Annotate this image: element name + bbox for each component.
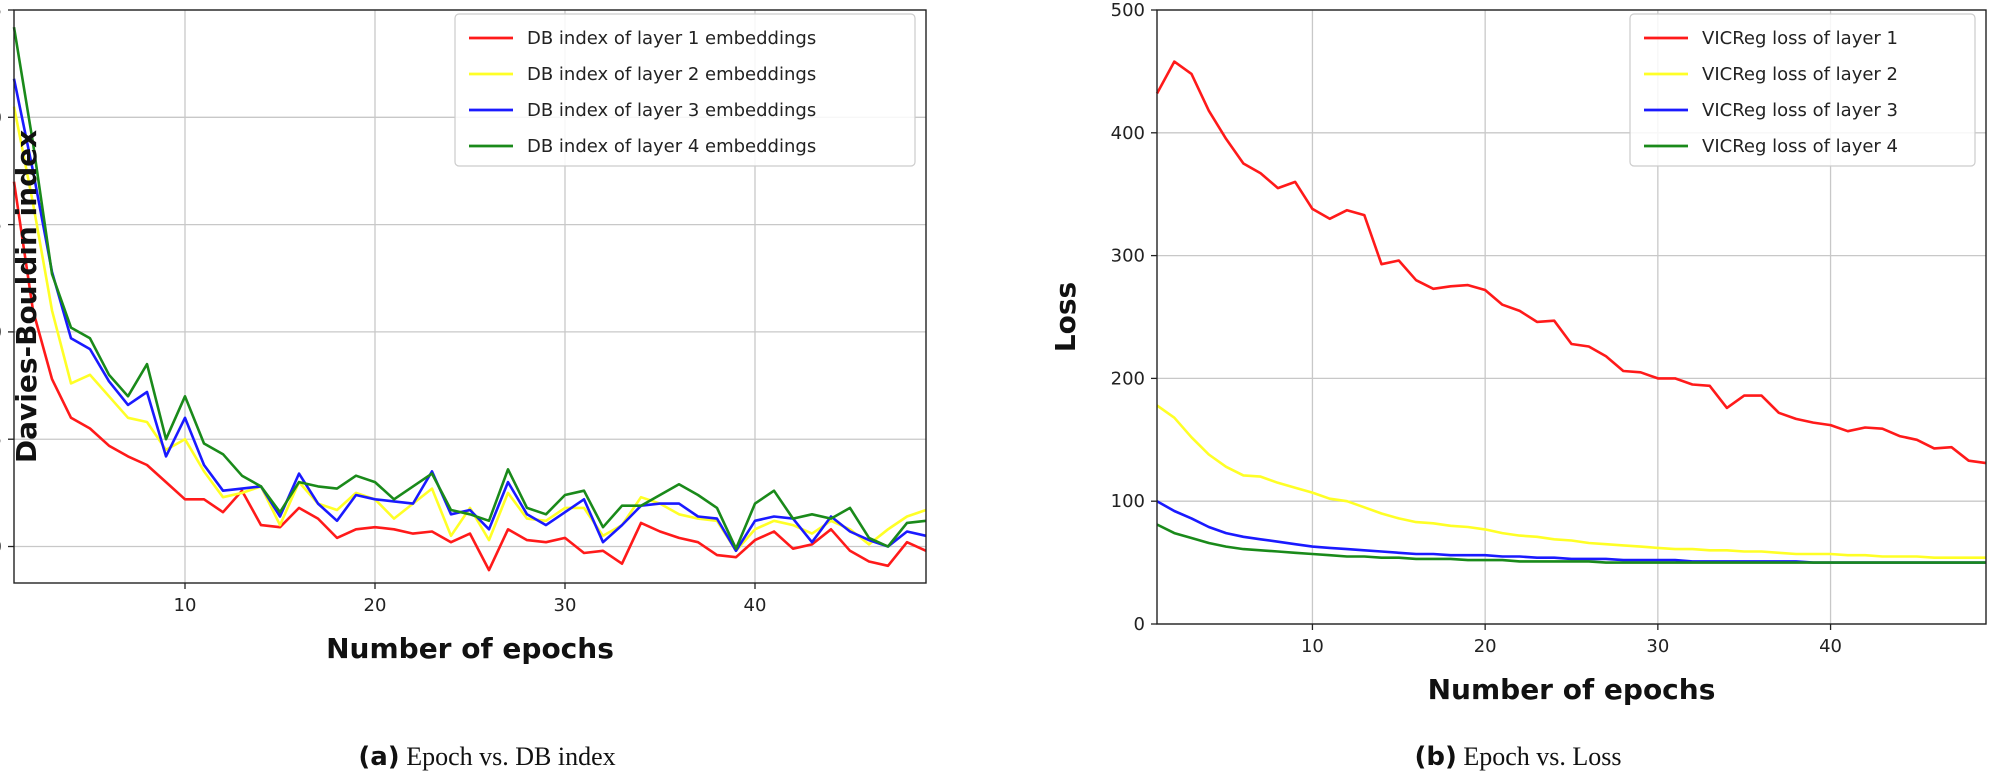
x-tick-label: 20 [1474,636,1497,657]
series-line-4 [12,26,927,551]
caption-text: Epoch vs. DB index [400,742,616,771]
legend-label-3: DB index of layer 3 embeddings [527,100,816,121]
y-tick-label: 500 [1111,0,1145,21]
legend-label-4: VICReg loss of layer 4 [1702,136,1898,157]
x-tick-label: 30 [554,595,577,616]
x-tick-label: 30 [1646,636,1669,657]
caption-text: Epoch vs. Loss [1457,742,1622,771]
chart2-caption: (b) Epoch vs. Loss [1414,742,1621,772]
series-line-4 [1156,523,1986,564]
series-line-3 [1156,500,1986,564]
y-tick-label: 7.0 [0,107,2,128]
chart2-y-axis-label: Loss [1049,282,1082,352]
caption-label: (b) [1414,742,1456,772]
y-tick-label: 7.5 [0,0,2,21]
chart1-legend: DB index of layer 1 embeddings DB index o… [454,13,916,167]
chart2-series [1155,60,1987,564]
x-tick-label: 40 [744,595,767,616]
series-line-2 [12,106,927,553]
series-line-2 [1156,404,1986,560]
chart1-caption: (a) Epoch vs. DB index [358,742,615,772]
y-tick-label: 0 [1134,614,1145,635]
chart1-series [12,26,927,572]
chart2-x-axis-label: Number of epochs [1428,673,1716,706]
legend-label-4: DB index of layer 4 embeddings [527,136,816,157]
legend-label-1: VICReg loss of layer 1 [1702,28,1898,49]
x-tick-label: 10 [1301,636,1324,657]
legend-label-1: DB index of layer 1 embeddings [527,28,816,49]
legend-box [454,13,916,167]
legend-box [1629,13,1976,167]
y-tick-label: 5.5 [0,429,2,450]
series-line-1 [12,181,927,572]
y-tick-label: 200 [1111,368,1145,389]
chart1: 10 20 30 40 5.0 5.5 6.0 6.5 7.0 7.5 Number of epoc… [0,0,927,772]
y-tick-label: 5.0 [0,537,2,558]
x-tick-label: 10 [174,595,197,616]
chart2-legend: VICReg loss of layer 1 VICReg loss of lay… [1629,13,1976,167]
legend-label-2: VICReg loss of layer 2 [1702,64,1898,85]
legend-label-3: VICReg loss of layer 3 [1702,100,1898,121]
y-tick-label: 400 [1111,123,1145,144]
series-line-1 [1155,60,1987,465]
chart1-y-axis-label: Davies-Bouldin index [10,130,43,463]
series-line-3 [12,78,927,553]
legend-label-2: DB index of layer 2 embeddings [527,64,816,85]
chart1-x-axis-label: Number of epochs [326,632,614,665]
y-tick-label: 6.5 [0,215,2,236]
x-tick-label: 20 [364,595,387,616]
y-tick-label: 300 [1111,246,1145,267]
y-tick-label: 6.0 [0,322,2,343]
caption-label: (a) [358,742,399,772]
x-tick-label: 40 [1819,636,1842,657]
chart1-axes-frame [13,9,927,584]
chart2-axes-frame [1156,9,1987,625]
y-tick-label: 100 [1111,491,1145,512]
